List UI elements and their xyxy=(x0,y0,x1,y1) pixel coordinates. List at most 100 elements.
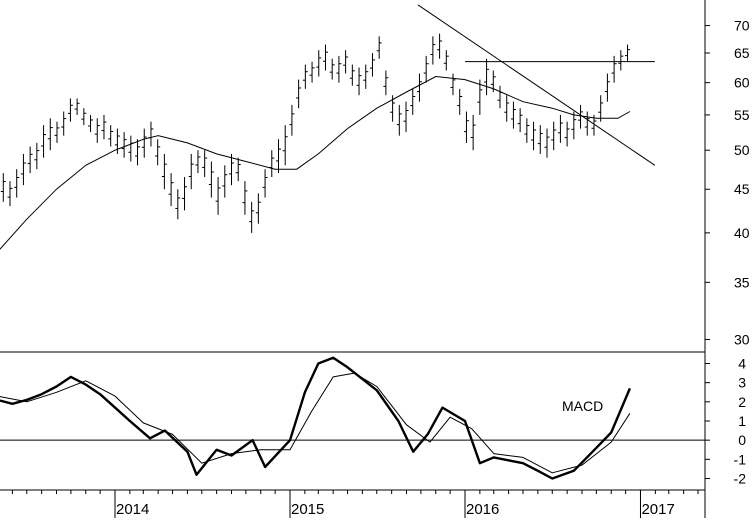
price-bar xyxy=(369,53,375,77)
price-bar xyxy=(41,125,47,158)
price-bar xyxy=(296,79,302,109)
price-tick-label: 70 xyxy=(734,18,750,34)
price-bar xyxy=(450,73,456,96)
price-bar xyxy=(94,118,100,143)
price-bar xyxy=(571,111,577,140)
price-bar xyxy=(168,173,174,207)
price-bar xyxy=(20,153,26,186)
price-bar xyxy=(128,135,134,162)
price-bar xyxy=(34,142,40,170)
price-bar xyxy=(416,73,422,102)
macd-panel: MACD xyxy=(0,356,705,480)
x-axis: 2014 2015 2016 2017 xyxy=(11,490,699,518)
price-tick-label: 40 xyxy=(734,225,750,241)
price-bar xyxy=(121,132,127,158)
price-bar xyxy=(584,111,590,136)
price-bar xyxy=(61,111,67,136)
price-bar xyxy=(477,79,483,115)
year-label: 2014 xyxy=(116,501,149,518)
price-bar xyxy=(249,201,255,233)
price-bar xyxy=(309,61,315,83)
price-bar xyxy=(484,58,490,96)
price-bar xyxy=(14,169,20,198)
price-bar xyxy=(423,55,429,83)
price-bar xyxy=(222,165,228,198)
price-bar xyxy=(275,139,281,174)
price-bar xyxy=(81,108,87,126)
price-bar xyxy=(343,50,349,74)
price-bar xyxy=(437,33,443,59)
price-bar xyxy=(302,64,308,89)
price-bar xyxy=(202,150,208,178)
price-bar xyxy=(235,157,241,182)
price-bar xyxy=(208,161,214,198)
price-bar xyxy=(604,73,610,102)
price-bar xyxy=(135,139,141,166)
macd-signal-line xyxy=(0,372,631,474)
macd-tick-label: -1 xyxy=(734,451,747,467)
price-bar xyxy=(47,118,53,151)
price-bar xyxy=(155,139,161,166)
year-label: 2016 xyxy=(466,501,499,518)
price-bar xyxy=(322,44,328,71)
price-bar xyxy=(141,128,147,158)
price-bar xyxy=(262,169,268,198)
price-bar xyxy=(544,128,550,158)
price-panel xyxy=(0,4,656,250)
price-bar xyxy=(148,121,154,147)
price-bar xyxy=(611,55,617,83)
macd-tick-label: 1 xyxy=(738,413,746,429)
price-bar xyxy=(336,55,342,83)
moving-average-line xyxy=(0,75,631,250)
price-bar xyxy=(376,36,382,59)
price-bar xyxy=(470,114,476,151)
price-bar xyxy=(557,114,563,143)
price-tick-label: 45 xyxy=(734,181,750,197)
price-bar xyxy=(27,146,33,174)
price-tick-label: 35 xyxy=(734,274,750,290)
price-bar xyxy=(463,111,469,143)
price-bar xyxy=(537,125,543,154)
price-bar xyxy=(457,88,463,115)
price-bar xyxy=(564,121,570,147)
price-bar xyxy=(329,58,335,80)
year-label: 2015 xyxy=(291,501,324,518)
price-bar xyxy=(242,181,248,215)
price-bar xyxy=(578,104,584,129)
price-bar xyxy=(215,177,221,215)
price-bar xyxy=(182,177,188,211)
price-bar xyxy=(349,64,355,86)
price-bar xyxy=(255,193,261,224)
price-bar xyxy=(229,153,235,186)
price-bar xyxy=(363,64,369,89)
price-bar xyxy=(74,98,80,115)
price-bar xyxy=(551,121,557,151)
price-bar xyxy=(625,44,631,62)
price-bar xyxy=(403,101,409,133)
price-tick-label: 55 xyxy=(734,107,750,123)
price-bar xyxy=(504,95,510,122)
price-bar xyxy=(598,95,604,122)
price-bar xyxy=(101,114,107,140)
price-bar xyxy=(517,108,523,133)
price-bar xyxy=(0,173,6,202)
macd-tick-label: -2 xyxy=(734,471,747,487)
price-bar xyxy=(497,85,503,109)
price-tick-label: 65 xyxy=(734,45,750,61)
macd-tick-label: 2 xyxy=(738,394,746,410)
macd-line xyxy=(0,356,632,480)
price-bar xyxy=(356,67,362,96)
price-bar xyxy=(396,104,402,136)
price-bar xyxy=(88,114,94,133)
year-label: 2017 xyxy=(641,501,674,518)
price-bar xyxy=(524,118,530,143)
price-bar xyxy=(282,125,288,166)
price-bar xyxy=(161,153,167,190)
price-bar xyxy=(618,50,624,71)
price-tick-label: 30 xyxy=(734,331,750,347)
price-bar xyxy=(269,150,275,178)
price-bar xyxy=(510,101,516,129)
